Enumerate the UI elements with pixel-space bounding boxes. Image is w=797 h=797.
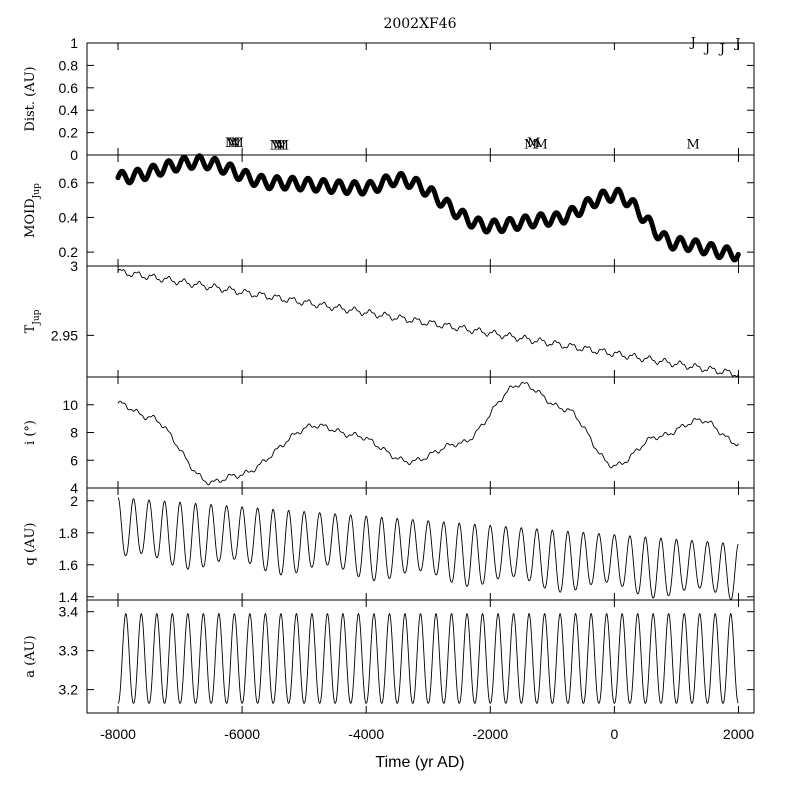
panel-frame xyxy=(86,487,755,601)
encounter-marker: M xyxy=(227,136,240,151)
encounter-marker: M xyxy=(687,137,700,152)
y-tick-label: 0.4 xyxy=(59,209,79,225)
encounter-marker: J xyxy=(718,42,725,57)
y-tick-label: 1 xyxy=(70,35,78,51)
encounter-marker: J xyxy=(703,41,710,56)
y-axis-label: q (AU) xyxy=(23,523,38,566)
y-axis-label: a (AU) xyxy=(23,635,38,677)
y-axis-label: Dist. (AU) xyxy=(23,66,38,131)
y-tick-label: 0.4 xyxy=(59,102,79,118)
series-line xyxy=(117,497,739,601)
y-tick-label: 2.95 xyxy=(51,327,78,343)
series-line xyxy=(117,268,739,378)
y-axis-label-subscript: Jup xyxy=(32,183,42,199)
encounter-marker: M xyxy=(524,137,537,152)
panel-frame xyxy=(86,599,755,714)
y-tick-label: 0.2 xyxy=(59,244,79,260)
x-tick-label: 0 xyxy=(610,726,618,742)
y-tick-label: 3.2 xyxy=(59,682,79,698)
y-tick-label: 0.2 xyxy=(59,125,79,141)
x-tick-label: 2000 xyxy=(723,726,754,742)
panel-perihelion: 1.4 1.6 1.8 2 q (AU) xyxy=(23,487,755,605)
encounter-marker: M xyxy=(225,136,238,151)
y-tick-label: 1.4 xyxy=(59,589,79,605)
panel-frame xyxy=(86,42,755,156)
encounter-marker: M xyxy=(230,136,243,151)
moid-point xyxy=(735,251,741,258)
panel-frame xyxy=(86,154,755,267)
y-tick-label: 2 xyxy=(70,493,78,509)
panel-moid: 0.2 0.4 0.6 MOIDJup xyxy=(23,153,755,267)
x-tick-label: -6000 xyxy=(224,726,260,742)
y-tick-label: 0 xyxy=(70,147,78,163)
y-tick-label: 6 xyxy=(70,452,78,468)
encounter-marker: J xyxy=(733,36,740,51)
y-tick-label: 3 xyxy=(70,258,78,274)
x-tick-label: -4000 xyxy=(348,726,384,742)
encounter-marker: M xyxy=(527,136,540,151)
y-axis-label: MOIDJup xyxy=(23,183,42,238)
y-axis-label: i (°) xyxy=(23,420,38,445)
encounter-marker: M xyxy=(276,138,289,153)
x-tick-label: -2000 xyxy=(472,726,508,742)
y-axis-label-subscript: Jup xyxy=(32,309,42,325)
y-tick-label: 1.8 xyxy=(59,525,79,541)
y-tick-label: 8 xyxy=(70,425,78,441)
x-axis-label: Time (yr AD) xyxy=(375,754,464,771)
y-tick-label: 0.6 xyxy=(59,80,79,96)
y-tick-label: 10 xyxy=(62,397,78,413)
series-line xyxy=(117,612,739,704)
encounter-marker: J xyxy=(689,35,696,50)
panel-frame xyxy=(86,376,755,489)
y-tick-label: 3.4 xyxy=(59,604,79,620)
encounter-marker: M xyxy=(270,138,283,153)
y-axis-label: TJup xyxy=(23,309,42,333)
y-tick-label: 0.8 xyxy=(59,57,79,73)
y-tick-label: 4 xyxy=(70,480,78,496)
x-axis: -8000 -6000 -4000 -2000 0 2000 xyxy=(100,726,754,742)
encounter-marker: M xyxy=(535,137,548,152)
chart-title: 2002XF46 xyxy=(383,16,456,32)
panel-semimajor: 3.2 3.3 3.4 a (AU) xyxy=(23,599,755,714)
y-tick-label: 1.6 xyxy=(59,557,79,573)
y-tick-label: 0.6 xyxy=(59,175,79,191)
x-tick-label: -8000 xyxy=(100,726,136,742)
panel-inclination: 4 6 8 10 i (°) xyxy=(23,376,755,496)
y-tick-label: 3.3 xyxy=(59,643,79,659)
series-line xyxy=(117,382,739,486)
encounter-marker: M xyxy=(273,138,286,153)
panel-tjup: 2.95 3 TJup xyxy=(23,258,755,378)
